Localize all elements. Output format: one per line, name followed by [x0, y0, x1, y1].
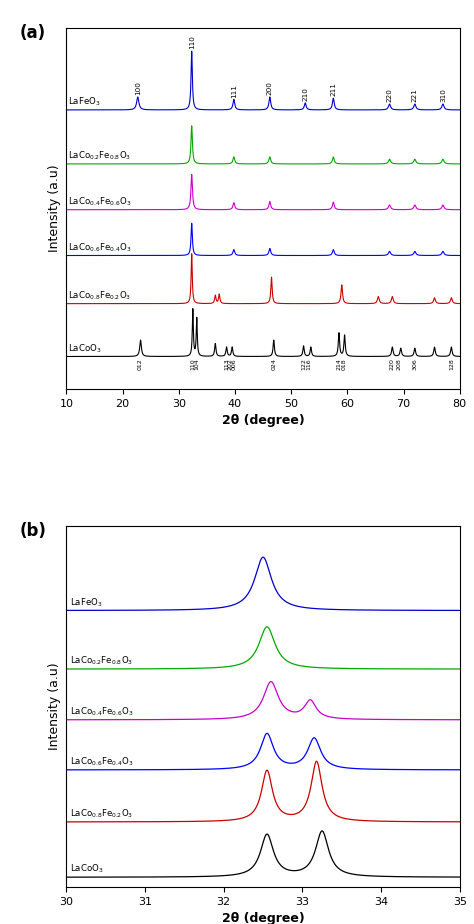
Text: (b): (b) — [19, 522, 46, 541]
Text: LaFeO$_3$: LaFeO$_3$ — [70, 596, 103, 609]
Text: 128: 128 — [449, 359, 454, 370]
Text: 202: 202 — [228, 359, 233, 371]
Text: 113: 113 — [224, 359, 229, 370]
Text: 110: 110 — [191, 359, 195, 370]
X-axis label: 2θ (degree): 2θ (degree) — [222, 414, 304, 427]
Text: 122: 122 — [301, 359, 306, 371]
Text: LaCo$_{0.8}$Fe$_{0.2}$O$_3$: LaCo$_{0.8}$Fe$_{0.2}$O$_3$ — [70, 808, 134, 820]
Y-axis label: Intensity (a.u): Intensity (a.u) — [48, 663, 61, 750]
X-axis label: 2θ (degree): 2θ (degree) — [222, 912, 304, 924]
Text: LaCoO$_3$: LaCoO$_3$ — [70, 863, 104, 875]
Text: LaCo$_{0.4}$Fe$_{0.6}$O$_3$: LaCo$_{0.4}$Fe$_{0.6}$O$_3$ — [70, 705, 134, 718]
Text: LaFeO$_3$: LaFeO$_3$ — [68, 96, 100, 108]
Text: LaCo$_{0.2}$Fe$_{0.8}$O$_3$: LaCo$_{0.2}$Fe$_{0.8}$O$_3$ — [70, 654, 134, 667]
Text: 104: 104 — [194, 359, 199, 370]
Text: 214: 214 — [337, 359, 341, 371]
Text: LaCo$_{0.6}$Fe$_{0.4}$O$_3$: LaCo$_{0.6}$Fe$_{0.4}$O$_3$ — [70, 756, 134, 768]
Y-axis label: Intensity (a.u): Intensity (a.u) — [48, 164, 61, 252]
Text: 208: 208 — [397, 359, 401, 370]
Text: 211: 211 — [330, 82, 337, 96]
Text: 111: 111 — [231, 84, 237, 98]
Text: LaCo$_{0.4}$Fe$_{0.6}$O$_3$: LaCo$_{0.4}$Fe$_{0.6}$O$_3$ — [68, 196, 132, 208]
Text: 200: 200 — [267, 81, 273, 95]
Text: 210: 210 — [302, 87, 308, 101]
Text: 018: 018 — [342, 359, 347, 370]
Text: 220: 220 — [390, 359, 395, 371]
Text: 220: 220 — [386, 89, 392, 103]
Text: 012: 012 — [138, 359, 143, 370]
Text: 116: 116 — [307, 359, 312, 370]
Text: 006: 006 — [232, 359, 237, 370]
Text: 110: 110 — [189, 35, 195, 50]
Text: LaCo$_{0.6}$Fe$_{0.4}$O$_3$: LaCo$_{0.6}$Fe$_{0.4}$O$_3$ — [68, 241, 132, 254]
Text: 310: 310 — [440, 89, 446, 103]
Text: (a): (a) — [19, 24, 46, 43]
Text: LaCo$_{0.2}$Fe$_{0.8}$O$_3$: LaCo$_{0.2}$Fe$_{0.8}$O$_3$ — [68, 150, 131, 163]
Text: LaCoO$_3$: LaCoO$_3$ — [68, 342, 101, 355]
Text: 221: 221 — [412, 89, 418, 103]
Text: 024: 024 — [271, 359, 276, 371]
Text: 306: 306 — [412, 359, 417, 370]
Text: 100: 100 — [135, 81, 141, 95]
Text: LaCo$_{0.8}$Fe$_{0.2}$O$_3$: LaCo$_{0.8}$Fe$_{0.2}$O$_3$ — [68, 289, 131, 302]
